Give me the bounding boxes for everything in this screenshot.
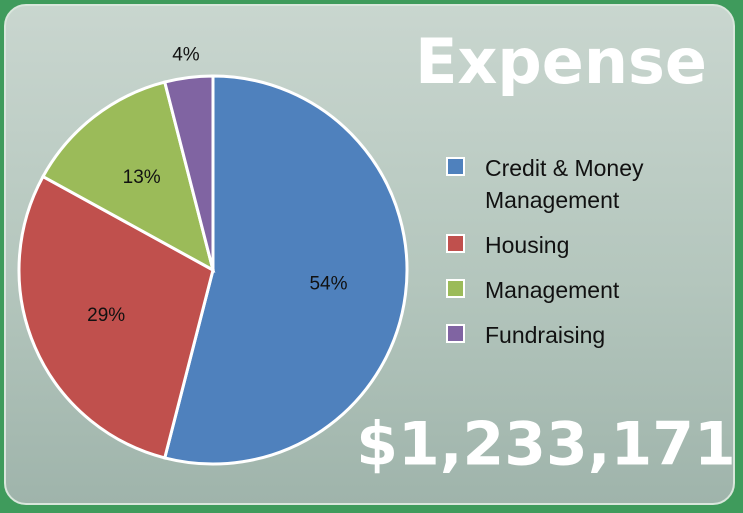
legend-label: Housing: [485, 232, 570, 258]
total-amount: $1,233,171: [356, 410, 736, 480]
slice-label: 54%: [309, 274, 347, 295]
legend-label: Credit & Money Management: [485, 155, 644, 213]
slice-label: 4%: [172, 45, 200, 66]
slice-label: 13%: [123, 167, 161, 188]
legend-swatch: [446, 324, 465, 343]
chart-title: Expense: [415, 25, 707, 98]
pie-slice: [17, 174, 215, 460]
legend-swatch: [446, 157, 465, 176]
legend-item: Housing: [446, 229, 706, 261]
legend-label: Fundraising: [485, 322, 606, 348]
pie-slice: [162, 74, 409, 466]
slice-label: 29%: [87, 305, 125, 326]
pie-slice: [162, 74, 215, 271]
legend-item: Management: [446, 274, 706, 306]
legend-swatch: [446, 279, 465, 298]
legend-swatch: [446, 234, 465, 253]
legend-item: Credit & Money Management: [446, 152, 706, 216]
legend: Credit & Money Management Housing Manageme…: [446, 152, 706, 364]
pie-slice: [40, 80, 216, 273]
legend-label: Management: [485, 277, 620, 303]
legend-item: Fundraising: [446, 319, 706, 351]
